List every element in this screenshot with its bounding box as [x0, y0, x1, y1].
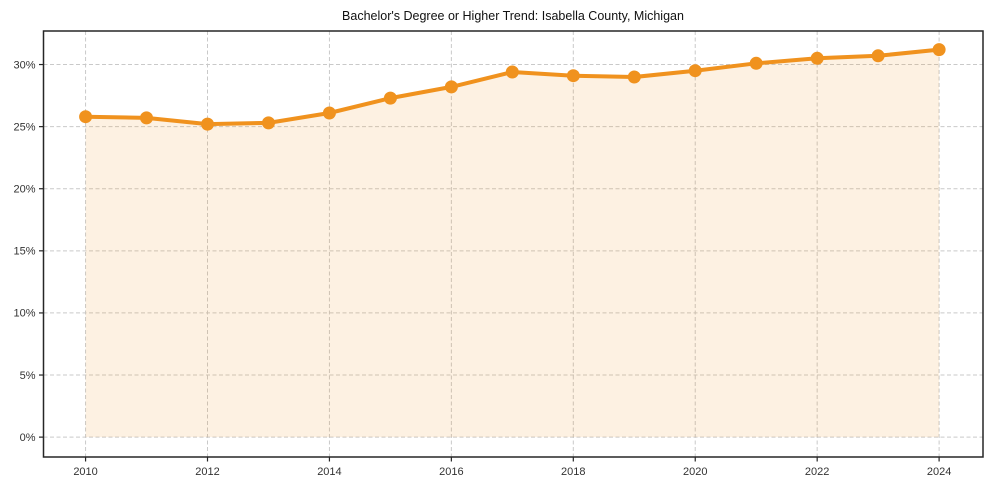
y-tick-label: 5%	[20, 370, 36, 382]
data-point	[810, 51, 824, 65]
plot-border	[42, 30, 984, 458]
data-point	[749, 56, 763, 70]
data-point	[871, 49, 885, 63]
x-tick-label: 2010	[73, 466, 97, 478]
data-point	[201, 117, 214, 131]
x-tick-label: 2020	[683, 466, 707, 478]
y-tick-label: 0%	[20, 432, 36, 444]
x-tick-label: 2016	[439, 466, 463, 478]
data-point	[688, 64, 702, 78]
y-tick-label: 25%	[13, 121, 35, 133]
data-point	[262, 116, 275, 130]
data-point	[140, 111, 153, 125]
y-tick-label: 20%	[13, 184, 35, 196]
x-tick-label: 2014	[317, 466, 341, 478]
data-point	[383, 91, 397, 105]
y-tick-label: 10%	[13, 308, 35, 320]
x-tick-label: 2012	[195, 466, 219, 478]
data-point	[444, 80, 458, 94]
data-point	[322, 106, 336, 120]
data-point	[505, 65, 519, 79]
y-tick-label: 30%	[13, 59, 35, 71]
data-point	[627, 70, 641, 84]
chart-title: Bachelor's Degree or Higher Trend: Isabe…	[342, 9, 684, 23]
x-tick-label: 2022	[805, 466, 829, 478]
x-tick-label: 2024	[927, 466, 951, 478]
data-point	[566, 69, 580, 83]
x-tick-label: 2018	[561, 466, 585, 478]
area-fill	[85, 49, 940, 438]
y-tick-label: 15%	[13, 246, 35, 258]
data-point	[932, 43, 946, 57]
data-point	[79, 110, 93, 124]
